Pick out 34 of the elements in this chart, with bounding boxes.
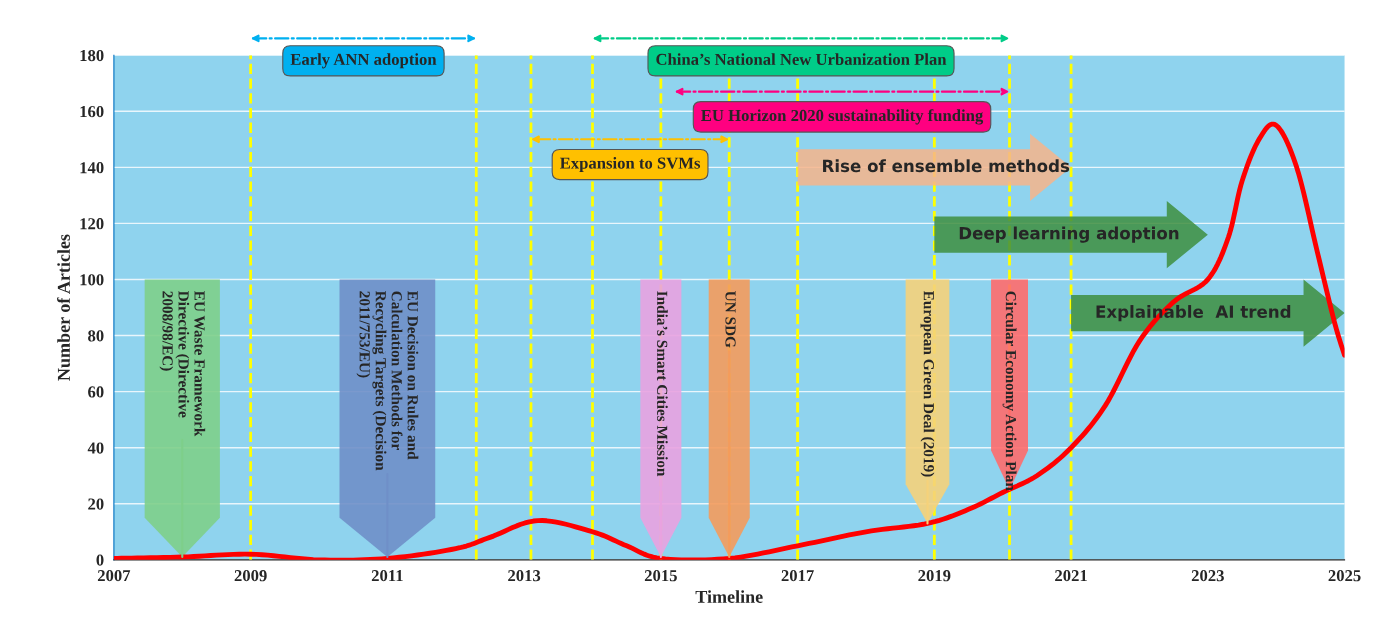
- annotation: European Green Deal (2019): [920, 290, 935, 477]
- x-tick-label: 2021: [1055, 570, 1087, 582]
- annotation: Deep learning adoption: [959, 226, 1179, 243]
- y-tick-label: 140: [80, 162, 104, 174]
- y-tick-label: 0: [96, 554, 104, 566]
- x-tick-label: 2007: [97, 570, 131, 582]
- annotation: EU Horizon 2020 sustainability funding: [701, 109, 984, 125]
- y-tick-label: 120: [80, 218, 104, 230]
- x-axis-title: Timeline: [695, 590, 763, 603]
- annotation: EU Decision on Rules and Calculation Methods for Recycling Targets (Decision 2011/753/EU): [356, 290, 419, 471]
- annotation: Rise of ensemble methods: [823, 159, 1070, 173]
- annotation: Expansion to SVMs: [559, 156, 701, 173]
- annotation: EU Waste Framework Directive (Directive 2008/98/EC): [159, 290, 206, 437]
- y-tick-label: 80: [88, 330, 104, 342]
- y-tick-label: 20: [88, 498, 104, 510]
- annotation: India’s Smart Cities Mission: [657, 291, 668, 477]
- x-tick-label: 2015: [644, 570, 677, 582]
- x-tick-label: 2017: [781, 570, 814, 582]
- annotation: China’s National New Urbanization Plan: [656, 53, 947, 65]
- x-tick-label: 2025: [1328, 570, 1361, 582]
- y-tick-label: 40: [87, 442, 104, 454]
- annotation: UN SDG: [725, 291, 736, 348]
- annotation: Circular Economy Action Plan: [1002, 291, 1017, 491]
- x-tick-label: 2023: [1191, 570, 1224, 582]
- y-tick-label: 60: [88, 386, 104, 398]
- y-tick-label: 160: [80, 105, 104, 118]
- x-tick-label: 2009: [234, 570, 267, 582]
- annotation: Early ANN adoption: [290, 53, 437, 69]
- x-tick-label: 2013: [508, 570, 541, 582]
- y-tick-label: 100: [80, 274, 104, 286]
- x-tick-label: 2011: [371, 570, 403, 582]
- y-axis-title: Number of Articles: [57, 234, 70, 381]
- x-tick-label: 2019: [918, 570, 951, 582]
- y-tick-label: 180: [80, 49, 104, 62]
